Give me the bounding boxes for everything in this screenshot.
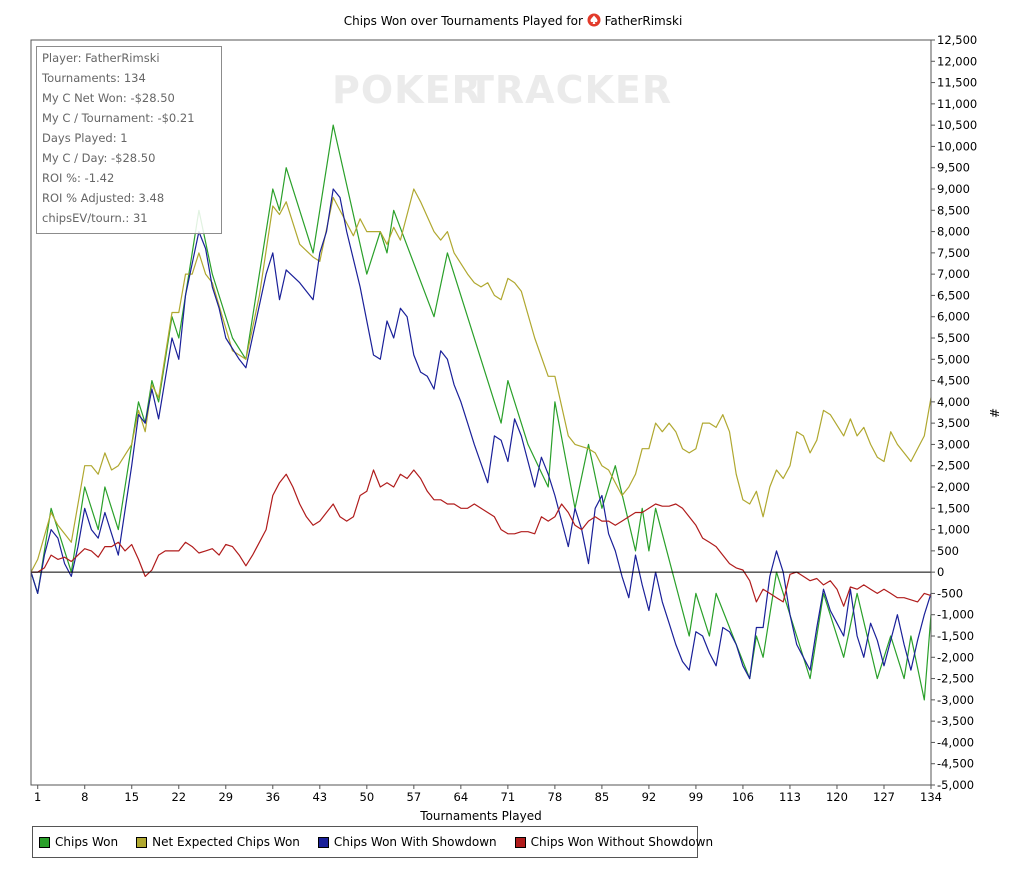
- y-axis-title: #: [987, 408, 1001, 418]
- y-tick-label: 8,000: [937, 225, 970, 239]
- y-tick-label: 12,000: [937, 54, 977, 68]
- player-stats-box: Player: FatherRimski Tournaments: 134 My…: [36, 46, 222, 234]
- plot-border: [30, 39, 932, 786]
- y-tick-label: -3,000: [937, 693, 974, 707]
- legend-swatch-icon: [317, 836, 329, 848]
- y-tick-label: 4,000: [937, 395, 970, 409]
- y-axis: 12,500 12,000 11,500 11,000 10,500 10,000 9,50…: [931, 33, 977, 792]
- x-tick-label: 120: [826, 790, 848, 804]
- x-tick-label: 43: [312, 790, 327, 804]
- y-tick-label: 9,500: [937, 161, 970, 175]
- y-tick-label: 4,500: [937, 374, 970, 388]
- legend-item-net-expected[interactable]: Net Expected Chips Won: [136, 835, 300, 849]
- y-tick-label: 6,500: [937, 288, 970, 302]
- y-tick-label: 2,500: [937, 459, 970, 473]
- stat-roi-adjusted: ROI % Adjusted: 3.48: [42, 191, 165, 205]
- stat-tournaments: Tournaments: 134: [42, 71, 146, 85]
- x-tick-label: 57: [407, 790, 422, 804]
- stat-player: Player: FatherRimski: [42, 51, 160, 65]
- chart-legend: Chips Won Net Expected Chips Won Chips W…: [32, 826, 713, 858]
- y-tick-label: 3,000: [937, 437, 970, 451]
- x-tick-label: 64: [454, 790, 469, 804]
- y-tick-label: 5,000: [937, 352, 970, 366]
- legend-label: Chips Won Without Showdown: [530, 835, 714, 849]
- x-tick-label: 99: [689, 790, 704, 804]
- x-tick-label: 134: [920, 790, 942, 804]
- y-tick-label: 0: [937, 565, 944, 579]
- y-tick-label: -3,500: [937, 714, 974, 728]
- legend-swatch-icon: [39, 836, 50, 848]
- legend-item-without-showdown[interactable]: Chips Won Without Showdown: [514, 835, 714, 849]
- x-tick-label: 8: [81, 790, 88, 804]
- x-axis-title: Tournaments Played: [419, 809, 541, 823]
- stat-roi: ROI %: -1.42: [42, 171, 115, 185]
- y-tick-label: 1,500: [937, 501, 970, 515]
- y-tick-label: 11,500: [937, 76, 977, 90]
- y-tick-label: 1,000: [937, 523, 970, 537]
- legend-swatch-icon: [136, 836, 148, 848]
- y-tick-label: 2,000: [937, 480, 970, 494]
- x-tick-label: 127: [873, 790, 895, 804]
- stat-days-played: Days Played: 1: [42, 131, 128, 145]
- legend-item-chips-won[interactable]: Chips Won: [39, 835, 118, 849]
- watermark-text-tracker: TRACKER: [468, 68, 672, 112]
- x-tick-label: 85: [595, 790, 610, 804]
- series-line-chips-won-without-showdown: [31, 469, 932, 607]
- y-tick-label: 7,500: [937, 246, 970, 260]
- y-tick-label: -5,000: [937, 778, 974, 792]
- y-tick-label: -2,000: [937, 650, 974, 664]
- y-tick-label: -4,500: [937, 757, 974, 771]
- x-tick-label: 106: [732, 790, 754, 804]
- x-tick-label: 1: [34, 790, 41, 804]
- y-tick-label: 10,500: [937, 118, 977, 132]
- x-tick-label: 15: [124, 790, 139, 804]
- y-tick-label: -1,500: [937, 629, 974, 643]
- legend-label: Chips Won: [55, 835, 119, 849]
- series-line-net-expected-chips-won: [30, 188, 932, 573]
- y-tick-label: 5,500: [937, 331, 970, 345]
- y-tick-label: 11,000: [937, 97, 977, 111]
- stat-net-won: My C Net Won: -$28.50: [42, 91, 175, 105]
- player-name: FatherRimski: [604, 14, 683, 28]
- x-axis: 1 8 15 22 29 36 43 50 57 64 71 78 85 92 99 106 113 120 127…: [34, 785, 942, 804]
- y-tick-label: 3,500: [937, 416, 970, 430]
- pokerstars-spade-icon: [587, 13, 601, 27]
- stat-chips-ev: chipsEV/tourn.: 31: [42, 211, 148, 225]
- y-tick-label: 7,000: [937, 267, 970, 281]
- pokertracker-watermark: POKER TRACKER: [332, 68, 672, 112]
- x-tick-label: 29: [218, 790, 233, 804]
- watermark-text-poker: POKER: [332, 68, 482, 112]
- y-tick-label: -2,500: [937, 672, 974, 686]
- legend-swatch-icon: [514, 836, 526, 848]
- y-tick-label: -1,000: [937, 608, 974, 622]
- stat-per-day: My C / Day: -$28.50: [42, 151, 156, 165]
- x-tick-label: 78: [548, 790, 563, 804]
- legend-item-with-showdown[interactable]: Chips Won With Showdown: [317, 835, 497, 849]
- x-tick-label: 113: [779, 790, 801, 804]
- y-tick-label: 8,500: [937, 203, 970, 217]
- stat-per-tournament: My C / Tournament: -$0.21: [42, 111, 195, 125]
- x-tick-label: 71: [501, 790, 516, 804]
- x-tick-label: 36: [265, 790, 280, 804]
- legend-label: Net Expected Chips Won: [152, 835, 300, 849]
- legend-label: Chips Won With Showdown: [333, 835, 497, 849]
- chart-title-text: Chips Won over Tournaments Played for: [343, 14, 583, 28]
- y-tick-label: 9,000: [937, 182, 970, 196]
- y-tick-label: 10,000: [937, 139, 977, 153]
- y-tick-label: -4,000: [937, 735, 974, 749]
- series-line-chips-won-with-showdown: [30, 188, 932, 680]
- x-tick-label: 50: [360, 790, 375, 804]
- y-tick-label: -500: [937, 586, 963, 600]
- y-tick-label: 12,500: [937, 33, 977, 47]
- series-line-chips-won: [30, 124, 932, 701]
- y-tick-label: 500: [937, 544, 959, 558]
- series-layer: [30, 124, 932, 701]
- y-tick-label: 6,000: [937, 310, 970, 324]
- x-tick-label: 22: [171, 790, 186, 804]
- x-tick-label: 92: [642, 790, 657, 804]
- chart-title: Chips Won over Tournaments Played for Fa…: [0, 13, 1026, 28]
